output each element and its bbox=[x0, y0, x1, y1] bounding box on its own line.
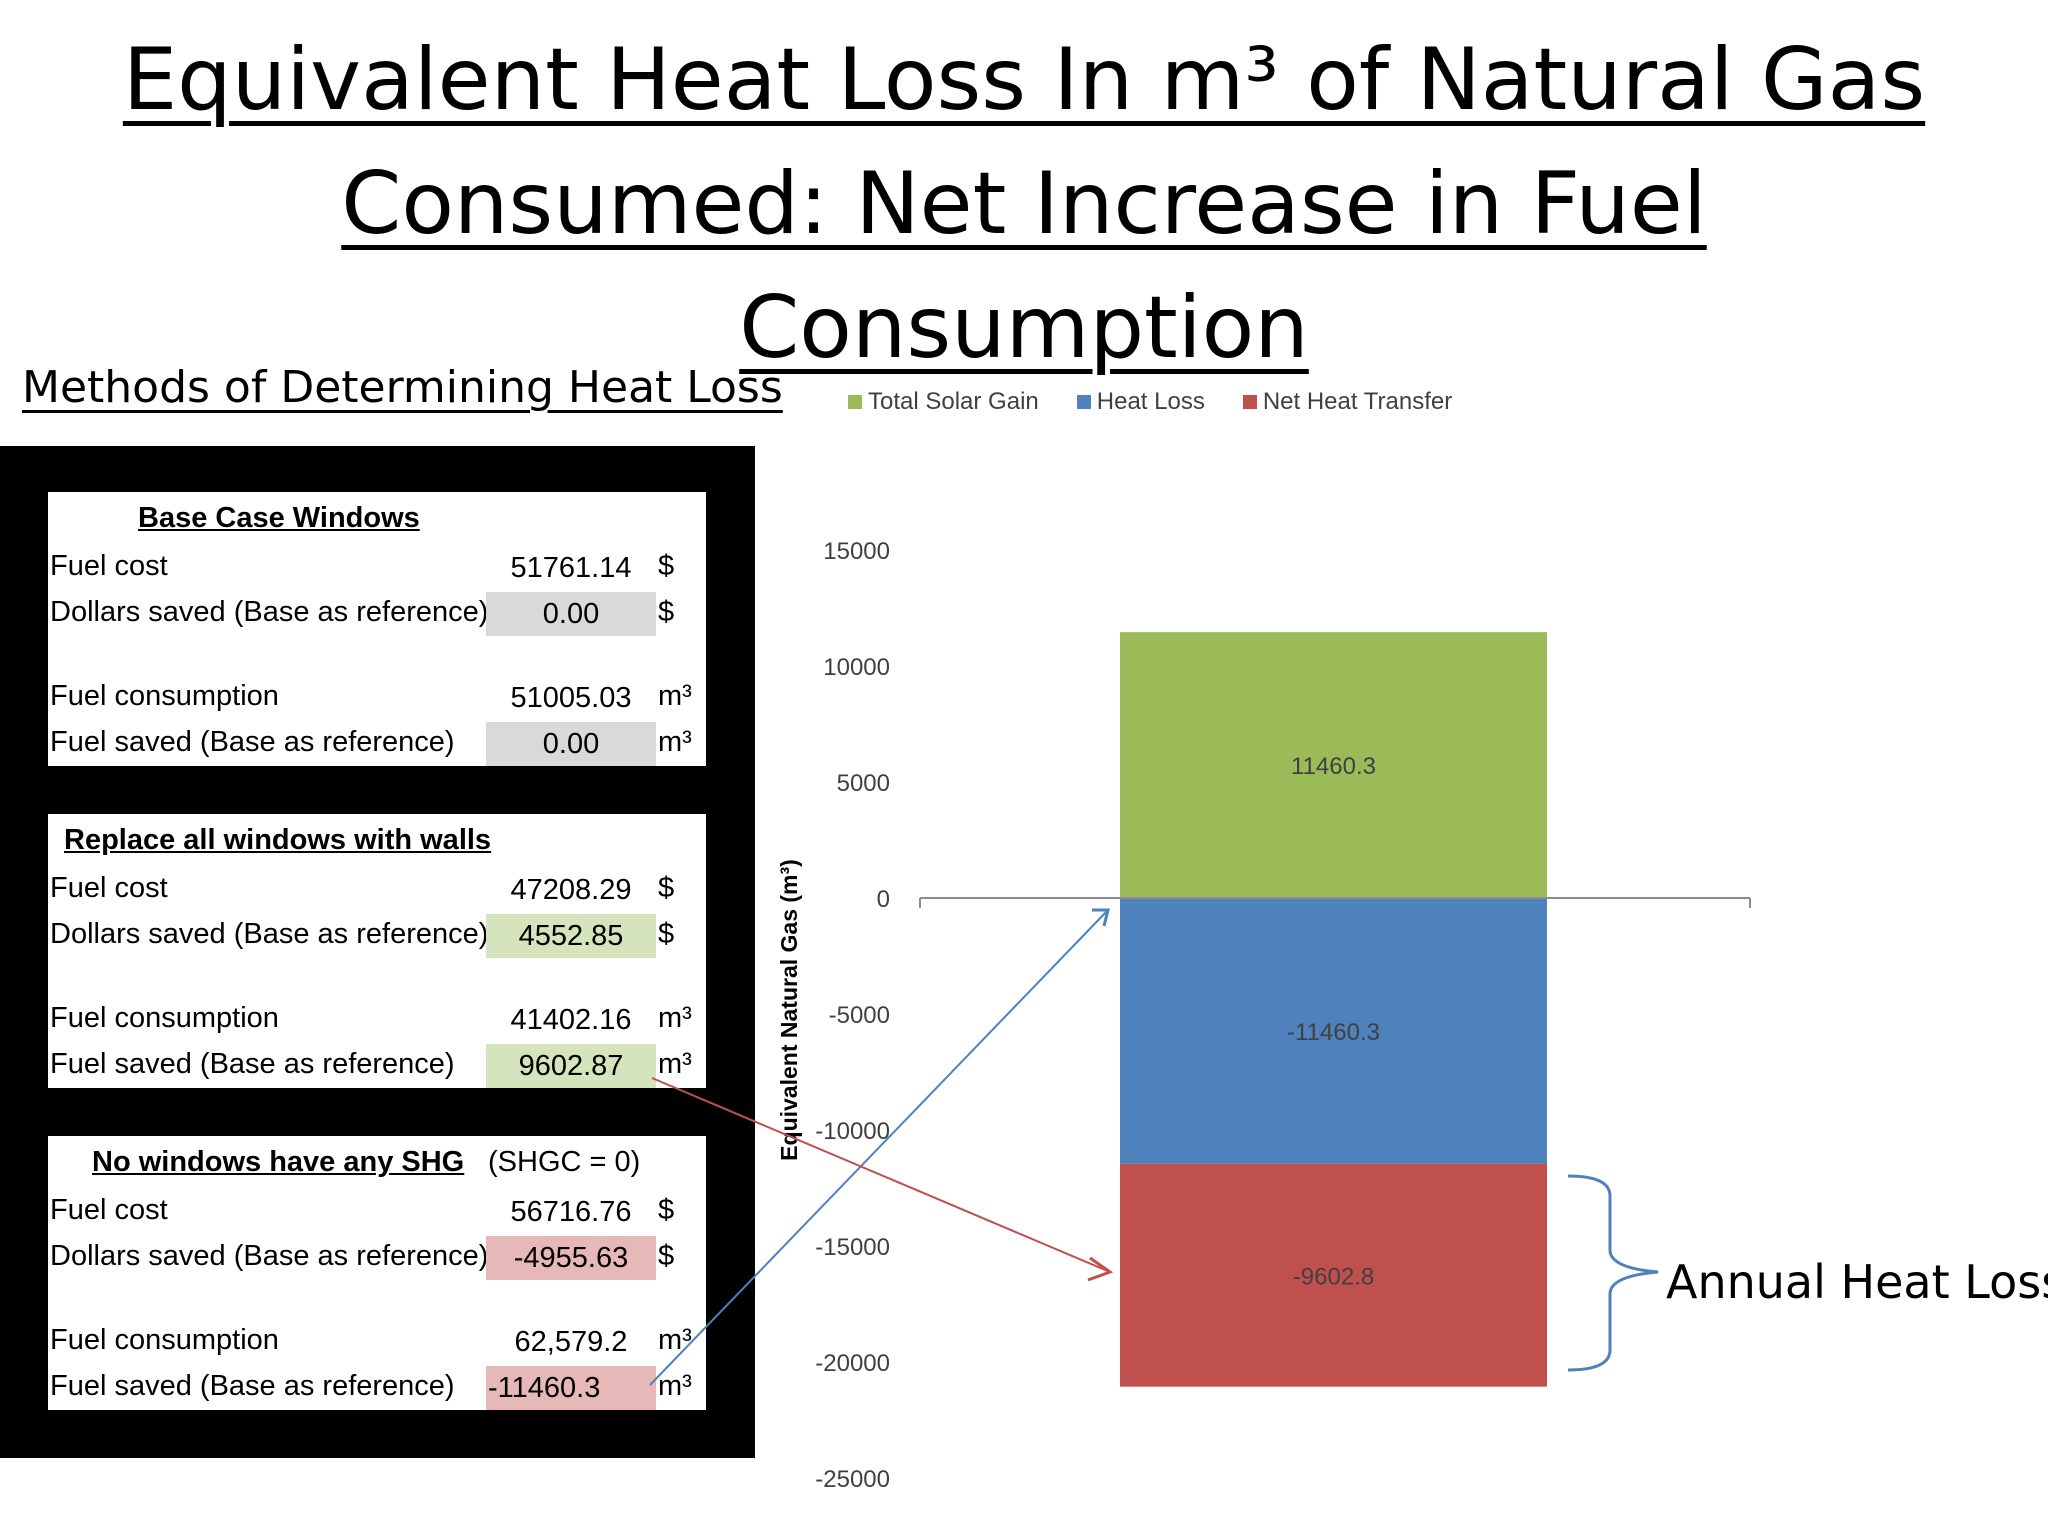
row-unit: m³ bbox=[658, 1370, 692, 1402]
row-label: Fuel cost bbox=[50, 1194, 168, 1226]
table-row: Fuel saved (Base as reference) 0.00 m³ bbox=[48, 722, 706, 766]
data-label: -11460.3 bbox=[1287, 1019, 1380, 1046]
bar-heat-loss bbox=[1120, 898, 1547, 1164]
legend-item-heat-loss: Heat Loss bbox=[1076, 388, 1205, 416]
table-row: Fuel cost 47208.29 $ bbox=[48, 868, 706, 912]
bar-total-solar-gain bbox=[1120, 632, 1547, 898]
legend-item-solar: Total Solar Gain bbox=[848, 388, 1039, 416]
table-row: Dollars saved (Base as reference) 4552.8… bbox=[48, 914, 706, 958]
y-tick-label: -25000 bbox=[815, 1466, 890, 1493]
title-line-2: Consumed: Net Increase in Fuel bbox=[341, 154, 1707, 254]
row-label: Fuel cost bbox=[50, 550, 168, 582]
table-heading-note: (SHGC = 0) bbox=[488, 1146, 641, 1178]
methods-subtitle: Methods of Determining Heat Loss bbox=[22, 362, 783, 413]
replace-windows-table: Replace all windows with walls Fuel cost… bbox=[48, 814, 706, 1088]
red-arrow-head bbox=[1087, 1256, 1114, 1282]
row-unit: m³ bbox=[658, 1324, 692, 1356]
row-value: 4552.85 bbox=[486, 914, 656, 958]
curly-brace bbox=[1567, 1174, 1659, 1372]
row-value: 47208.29 bbox=[510, 874, 632, 906]
blue-arrow-head bbox=[1092, 908, 1110, 927]
table-heading: Base Case Windows bbox=[138, 502, 420, 534]
table-row: Fuel cost 51761.14 $ bbox=[48, 546, 706, 590]
row-value: 0.00 bbox=[486, 722, 656, 766]
row-label: Dollars saved (Base as reference) bbox=[50, 596, 489, 628]
table-row: Fuel cost 56716.76 $ bbox=[48, 1190, 706, 1234]
row-value: 41402.16 bbox=[510, 1004, 632, 1036]
legend-label: Heat Loss bbox=[1096, 388, 1205, 415]
table-heading: Replace all windows with walls bbox=[64, 824, 492, 856]
row-unit: $ bbox=[658, 918, 675, 950]
row-value: -4955.63 bbox=[486, 1236, 656, 1280]
row-label: Fuel cost bbox=[50, 872, 168, 904]
table-row: Fuel consumption 62,579.2 m³ bbox=[48, 1320, 706, 1364]
y-tick-label: -5000 bbox=[829, 1002, 890, 1029]
bar-net-heat-transfer bbox=[1120, 1163, 1547, 1387]
row-label: Fuel consumption bbox=[50, 1324, 279, 1356]
row-value: 62,579.2 bbox=[514, 1326, 628, 1358]
row-unit: m³ bbox=[658, 1048, 692, 1080]
row-label: Fuel consumption bbox=[50, 1002, 279, 1034]
row-unit: $ bbox=[658, 596, 675, 628]
row-value: -11460.3 bbox=[486, 1366, 656, 1410]
table-row: Dollars saved (Base as reference) -4955.… bbox=[48, 1236, 706, 1280]
row-value: 51005.03 bbox=[510, 682, 632, 714]
legend-swatch bbox=[1242, 395, 1257, 409]
row-unit: m³ bbox=[658, 726, 692, 758]
title-line-1: Equivalent Heat Loss In m³ of Natural Ga… bbox=[122, 30, 1926, 130]
table-row: Fuel consumption 41402.16 m³ bbox=[48, 998, 706, 1042]
row-label: Dollars saved (Base as reference) bbox=[50, 918, 489, 950]
legend-label: Net Heat Transfer bbox=[1262, 388, 1453, 415]
table-heading: No windows have any SHG bbox=[92, 1146, 465, 1178]
data-label: 11460.3 bbox=[1291, 753, 1376, 780]
row-value: 51761.14 bbox=[510, 552, 632, 584]
annual-heat-loss-label: Annual Heat Loss bbox=[1666, 1255, 2048, 1309]
no-shg-table: No windows have any SHG (SHGC = 0) Fuel … bbox=[48, 1136, 706, 1410]
legend-item-net: Net Heat Transfer bbox=[1242, 388, 1453, 416]
row-unit: m³ bbox=[658, 680, 692, 712]
chart-legend: Total Solar Gain Heat Loss Net Heat Tran… bbox=[848, 388, 1452, 416]
row-value: 9602.87 bbox=[486, 1044, 656, 1088]
y-tick-label: -15000 bbox=[815, 1234, 890, 1261]
y-axis-label: Equivalent Natural Gas (m³) bbox=[776, 859, 802, 1161]
row-label: Fuel saved (Base as reference) bbox=[50, 726, 455, 758]
table-row: Fuel saved (Base as reference) 9602.87 m… bbox=[48, 1044, 706, 1088]
row-unit: $ bbox=[658, 550, 675, 582]
y-tick-label: 15000 bbox=[823, 538, 890, 565]
legend-swatch bbox=[848, 395, 862, 409]
y-tick-label: 0 bbox=[877, 886, 890, 913]
data-label: -9602.8 bbox=[1293, 1263, 1374, 1290]
y-tick-label: 5000 bbox=[837, 770, 890, 797]
y-tick-label: 10000 bbox=[823, 654, 890, 681]
y-tick-label: -10000 bbox=[815, 1118, 890, 1145]
row-value: 56716.76 bbox=[510, 1196, 632, 1228]
y-tick-label: -20000 bbox=[815, 1350, 890, 1377]
row-unit: $ bbox=[658, 872, 675, 904]
table-row: Fuel consumption 51005.03 m³ bbox=[48, 676, 706, 720]
slide-title: Equivalent Heat Loss In m³ of Natural Ga… bbox=[0, 18, 2048, 390]
title-line-3: Consumption bbox=[739, 278, 1309, 378]
legend-label: Total Solar Gain bbox=[868, 388, 1039, 415]
table-row: Fuel saved (Base as reference) -11460.3 … bbox=[48, 1366, 706, 1410]
row-label: Dollars saved (Base as reference) bbox=[50, 1240, 489, 1272]
row-unit: $ bbox=[658, 1240, 675, 1272]
base-case-table: Base Case Windows Fuel cost 51761.14 $ D… bbox=[48, 492, 706, 766]
row-label: Fuel saved (Base as reference) bbox=[50, 1370, 455, 1402]
table-row: Dollars saved (Base as reference) 0.00 $ bbox=[48, 592, 706, 636]
row-label: Fuel saved (Base as reference) bbox=[50, 1048, 455, 1080]
row-unit: m³ bbox=[658, 1002, 692, 1034]
row-label: Fuel consumption bbox=[50, 680, 279, 712]
row-unit: $ bbox=[658, 1194, 675, 1226]
legend-swatch bbox=[1076, 395, 1091, 409]
row-value: 0.00 bbox=[486, 592, 656, 636]
